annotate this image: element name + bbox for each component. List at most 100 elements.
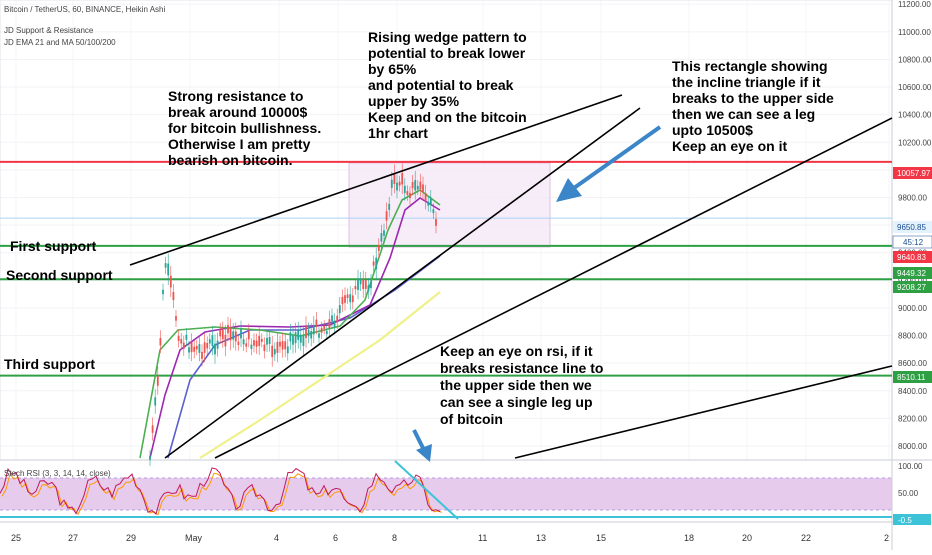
candle-body: [268, 336, 271, 345]
candle-body: [432, 209, 435, 214]
candle-body: [359, 278, 362, 285]
ma50-line: [149, 197, 441, 459]
candle-body: [211, 335, 214, 346]
candle-body: [203, 342, 206, 353]
candle-body: [414, 180, 417, 191]
time-tick-label: 15: [596, 533, 606, 543]
candle-body: [177, 335, 180, 341]
candle-body: [318, 333, 320, 338]
candle-body: [224, 334, 227, 347]
rsi-resistance-line: [394, 460, 459, 520]
candle-body: [294, 332, 297, 344]
candle-body: [323, 325, 326, 329]
price-badge: [893, 221, 932, 233]
candle-body: [344, 295, 346, 303]
candle-body: [341, 296, 344, 305]
candle-body: [185, 334, 188, 340]
candle-body: [182, 342, 185, 349]
rsi-pane: Stoch RSI (3, 3, 14, 14, close): [0, 429, 892, 520]
candle-body: [362, 279, 365, 290]
indicator-ema: JD EMA 21 and MA 50/100/200: [4, 38, 116, 47]
price-tick-label: 8800.00: [898, 332, 927, 341]
candles: [149, 163, 437, 466]
wedge-lower-trendline: [164, 107, 641, 459]
candle-body: [289, 332, 292, 342]
long-trendline: [214, 117, 893, 459]
candle-body: [247, 331, 250, 340]
price-tick-label: 9200.00: [898, 276, 927, 285]
lower-trendline: [514, 365, 893, 459]
price-tick-label: 10600.00: [898, 83, 932, 92]
candle-body: [380, 233, 383, 242]
incline-triangle-rectangle: [348, 162, 551, 248]
time-tick-label: 4: [274, 533, 279, 543]
candle-body: [232, 331, 235, 340]
candle-body: [315, 319, 318, 327]
candle-body: [271, 345, 274, 358]
candle-body: [351, 295, 354, 303]
candle-body: [424, 193, 427, 202]
candle-body: [266, 337, 268, 345]
candle-body: [258, 335, 261, 347]
price-badge-label: 10057.97: [897, 169, 931, 178]
candle-body: [195, 345, 198, 350]
candle-body: [370, 281, 372, 289]
candle-body: [372, 261, 375, 266]
candle-body: [227, 324, 229, 334]
candle-body: [193, 346, 196, 352]
time-tick-label: 22: [801, 533, 811, 543]
candle-body: [175, 316, 177, 321]
candle-body: [388, 203, 391, 210]
candle-body: [172, 292, 175, 301]
candle-body: [349, 294, 352, 303]
candle-body: [190, 342, 193, 353]
candle-body: [422, 184, 424, 193]
candle-body: [216, 340, 219, 349]
indicator-sr: JD Support & Resistance: [4, 26, 94, 35]
wedge-annotation: Rising wedge pattern to potential to bre…: [368, 29, 531, 141]
candle-body: [333, 320, 336, 328]
candle-body: [284, 341, 287, 350]
candle-body: [396, 182, 398, 191]
candle-body: [302, 335, 305, 346]
candle-body: [325, 330, 328, 335]
candle-body: [435, 218, 437, 226]
time-tick-label: 18: [684, 533, 694, 543]
time-tick-label: 29: [126, 533, 136, 543]
candle-body: [398, 181, 401, 186]
candle-body: [375, 257, 378, 270]
rsi-band: [0, 478, 892, 510]
candle-body: [245, 343, 248, 347]
candle-body: [377, 245, 380, 252]
candle-body: [167, 263, 170, 276]
candle-body: [253, 340, 255, 346]
candle-body: [201, 351, 203, 359]
candle-body: [403, 185, 406, 193]
rsi-label: Stoch RSI (3, 3, 14, 14, close): [4, 469, 111, 478]
candle-body: [250, 344, 253, 349]
candle-body: [156, 375, 159, 386]
wedge-upper-trendline: [129, 94, 623, 266]
candle-body: [411, 182, 414, 189]
candle-body: [299, 334, 302, 343]
symbol-title: Bitcoin / TetherUS, 60, BINANCE, Heikin …: [4, 5, 165, 14]
resistance-annotation: Strong resistance to break around 10000$…: [168, 88, 325, 168]
price-badge-label: 9640.83: [897, 253, 926, 262]
price-badge-label: 9650.85: [897, 223, 926, 232]
candle-body: [273, 349, 276, 355]
candle-body: [406, 191, 409, 195]
ma200-line: [199, 291, 441, 459]
candle-body: [419, 181, 422, 189]
price-tick-label: 11200.00: [898, 0, 931, 9]
candle-body: [242, 339, 245, 345]
candle-body: [154, 397, 157, 406]
second-support-label: Second support: [6, 267, 113, 283]
time-axis: 25 27 29 May 4 6 8 11 13 15 18 20 22 2: [11, 533, 889, 543]
time-tick-label: 13: [536, 533, 546, 543]
time-tick-label: 11: [478, 533, 487, 543]
candle-body: [234, 331, 237, 342]
candle-body: [401, 173, 404, 185]
time-tick-label: 25: [11, 533, 21, 543]
rsi-k-line: [0, 467, 441, 515]
